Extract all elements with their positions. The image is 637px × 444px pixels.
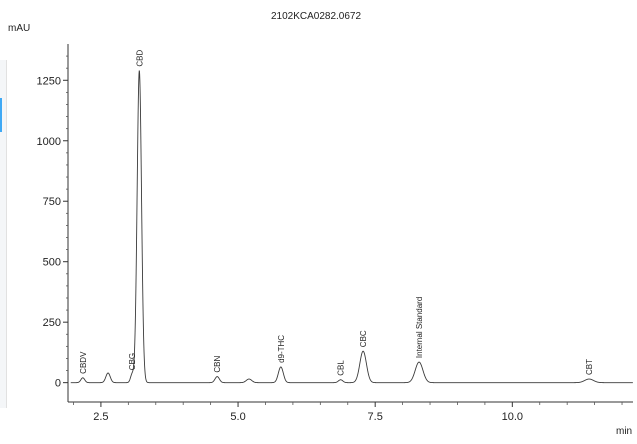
y-tick-label: 750 (43, 196, 61, 208)
peak-label: CBN (213, 355, 222, 372)
y-tick-label: 0 (55, 378, 61, 390)
left-panel-strip (0, 60, 7, 408)
peak-labels: CBDV CBG CBD CBN d9-THC CBL CBC Internal Standa… (79, 49, 594, 375)
peak-label: CBC (359, 330, 368, 347)
x-tick-label: 10.0 (502, 411, 523, 423)
peak-label: CBT (585, 359, 594, 375)
x-axis-label: min (616, 426, 632, 437)
axes (67, 44, 633, 403)
peak-label: CBL (337, 360, 346, 376)
y-tick-label: 1250 (37, 75, 61, 87)
peak-label: CBDV (79, 351, 88, 374)
peak-label: Internal Standard (415, 297, 424, 358)
peak-label: CBD (135, 49, 144, 66)
chromatogram-trace (70, 70, 633, 384)
chart-title: 2102KCA0282.0672 (271, 11, 362, 22)
ticks: 0 250 500 750 1000 1250 2.5 5.0 7.5 10.0 (37, 55, 623, 423)
y-tick-label: 250 (43, 317, 61, 329)
peak-label: d9-THC (277, 335, 286, 363)
left-accent-bar (0, 98, 2, 132)
x-tick-label: 2.5 (93, 411, 108, 423)
peak-label: CBG (128, 353, 137, 370)
y-tick-label: 500 (43, 257, 61, 269)
x-tick-label: 7.5 (368, 411, 383, 423)
y-axis-label: mAU (8, 23, 30, 34)
x-tick-label: 5.0 (230, 411, 245, 423)
y-tick-label: 1000 (37, 136, 61, 148)
